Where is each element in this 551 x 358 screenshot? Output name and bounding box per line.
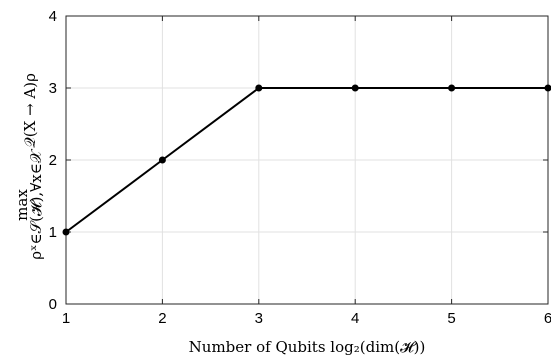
x-tick-label: 5	[447, 310, 455, 327]
x-tick-label: 6	[544, 310, 551, 327]
y-axis-label-subscript: ρˣ∈𝒮(𝓗),∀x∈𝒳	[27, 148, 45, 260]
series	[62, 84, 551, 236]
x-axis-label: Number of Qubits log₂(dim(𝓗))	[189, 338, 426, 356]
y-axis-label: max ρˣ∈𝒮(𝓗),∀x∈𝒳 𝒬(X → A)ρ	[13, 73, 45, 260]
data-point	[448, 84, 456, 92]
y-tick-label: 2	[49, 152, 57, 169]
x-tick-label: 4	[351, 310, 359, 327]
y-axis-label-max: max	[13, 189, 31, 221]
data-point	[62, 228, 70, 236]
y-axis-label-main: 𝒬(X → A)ρ	[21, 73, 39, 148]
y-tick-label: 4	[49, 8, 57, 25]
data-point	[351, 84, 359, 92]
y-tick-label: 3	[49, 80, 57, 97]
y-tick-label: 0	[49, 296, 57, 313]
data-point	[158, 156, 166, 164]
series-line	[65, 87, 548, 233]
x-tick-label: 3	[255, 310, 263, 327]
x-tick-label: 1	[62, 310, 70, 327]
data-point	[544, 84, 551, 92]
y-tick-label: 1	[49, 224, 57, 241]
x-tick-label: 2	[158, 310, 166, 327]
data-point	[255, 84, 263, 92]
